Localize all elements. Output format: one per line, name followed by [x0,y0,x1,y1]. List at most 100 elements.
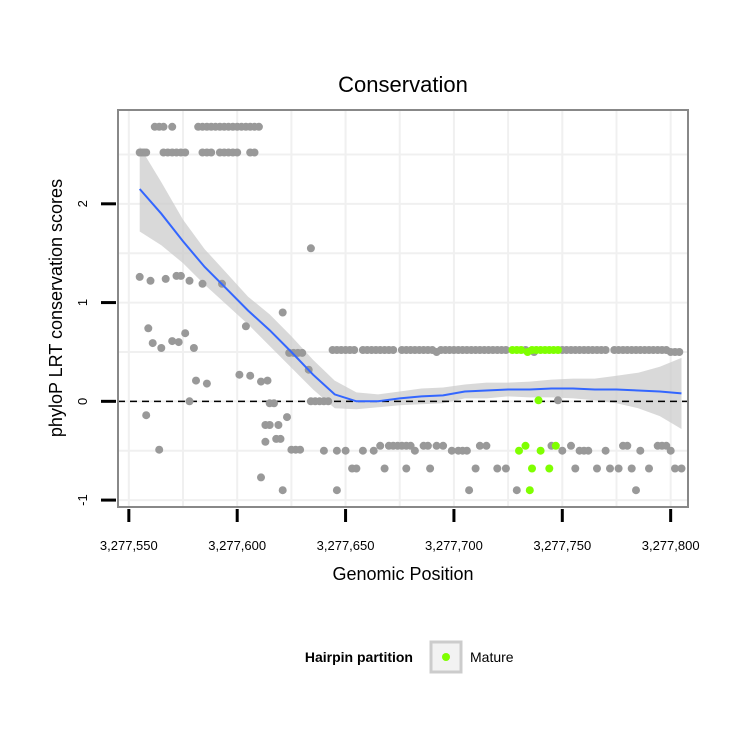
data-point-other [501,346,510,354]
data-point-other [278,308,287,317]
x-axis-label: Genomic Position [332,564,473,584]
data-point-other [352,464,361,473]
y-tick-label: 0 [75,398,90,405]
data-point-other [168,122,177,131]
data-point-other [558,446,567,455]
data-point-other [168,337,177,346]
data-point-other [306,244,315,253]
data-point-other [666,446,675,455]
legend-label-mature: Mature [470,649,514,665]
data-point-other [324,397,333,406]
data-point-other [439,441,448,450]
data-point-other [493,464,502,473]
y-axis: -1 0 1 2 [75,200,116,506]
data-point-other [675,348,684,356]
data-point-mature [554,346,562,354]
data-point-other [176,271,185,280]
data-point-other [319,446,328,455]
data-point-other [423,441,432,450]
data-point-other [189,344,198,352]
data-point-other [254,122,263,131]
data-point-mature [525,486,534,495]
data-point-other [512,486,521,495]
data-point-other [157,344,166,352]
data-point-other [501,464,510,473]
data-point-mature [551,441,560,450]
y-axis-label: phyloP LRT conservation scores [46,179,66,437]
data-point-other [332,446,341,455]
data-point-other [410,446,419,455]
data-point-other [161,274,170,283]
data-point-mature [534,396,543,405]
data-point-other [185,397,194,406]
data-points [135,122,686,495]
data-point-other [246,371,255,380]
data-point-other [677,464,686,473]
data-point-other [296,445,305,454]
data-point-other [593,464,601,473]
data-point-other [174,338,183,347]
data-point-other [606,464,614,473]
data-point-mature [521,441,530,450]
data-point-other [584,446,593,455]
data-point-other [332,486,341,495]
data-point-other [432,441,441,450]
data-point-other [671,464,679,473]
data-point-other [185,276,194,285]
data-point-other [233,148,242,157]
x-tick-label: 3,277,600 [208,538,266,553]
data-point-other [601,446,610,455]
x-tick-label: 3,277,800 [642,538,700,553]
data-point-other [369,446,378,455]
data-point-other [263,376,272,385]
data-point-other [350,346,359,354]
data-point-other [261,437,270,446]
data-point-other [278,486,287,495]
data-point-other [380,464,389,473]
data-point-other [645,464,653,473]
data-point-other [358,446,367,455]
y-tick-label: 1 [75,299,90,306]
data-point-other [142,148,151,157]
x-tick-label: 3,277,550 [100,538,158,553]
data-point-other [636,446,645,455]
data-point-other [181,329,190,338]
x-tick-label: 3,277,700 [425,538,483,553]
legend-key-box [429,640,463,674]
data-point-other [181,148,190,157]
data-point-other [235,370,244,379]
data-point-other [142,411,151,420]
data-point-other [148,339,157,348]
data-point-other [283,413,291,422]
y-tick-label: 2 [75,200,90,207]
x-tick-label: 3,277,650 [317,538,375,553]
data-point-other [155,445,164,454]
data-point-other [159,122,168,131]
data-point-other [601,346,610,354]
data-point-mature [528,464,536,473]
data-point-other [192,376,200,385]
data-point-mature [536,446,545,455]
data-point-other [270,399,278,408]
x-tick-label: 3,277,750 [533,538,591,553]
data-point-other [274,421,283,429]
data-point-other [623,441,632,450]
panel-background [118,110,688,507]
data-point-other [257,377,265,386]
data-point-other [146,276,155,285]
data-point-other [341,446,350,455]
data-point-other [241,322,250,331]
data-point-other [447,446,456,455]
data-point-other [632,486,640,495]
data-point-other [389,346,398,354]
data-point-other [144,324,153,333]
data-point-other [198,279,207,288]
data-point-other [614,464,623,473]
data-point-mature [545,464,554,473]
data-point-other [627,464,636,473]
data-point-other [265,421,274,429]
data-point-other [475,441,484,450]
data-point-other [250,148,259,157]
x-axis: 3,277,550 3,277,600 3,277,650 3,277,700 3,27… [100,509,700,553]
chart-title: Conservation [338,72,468,97]
